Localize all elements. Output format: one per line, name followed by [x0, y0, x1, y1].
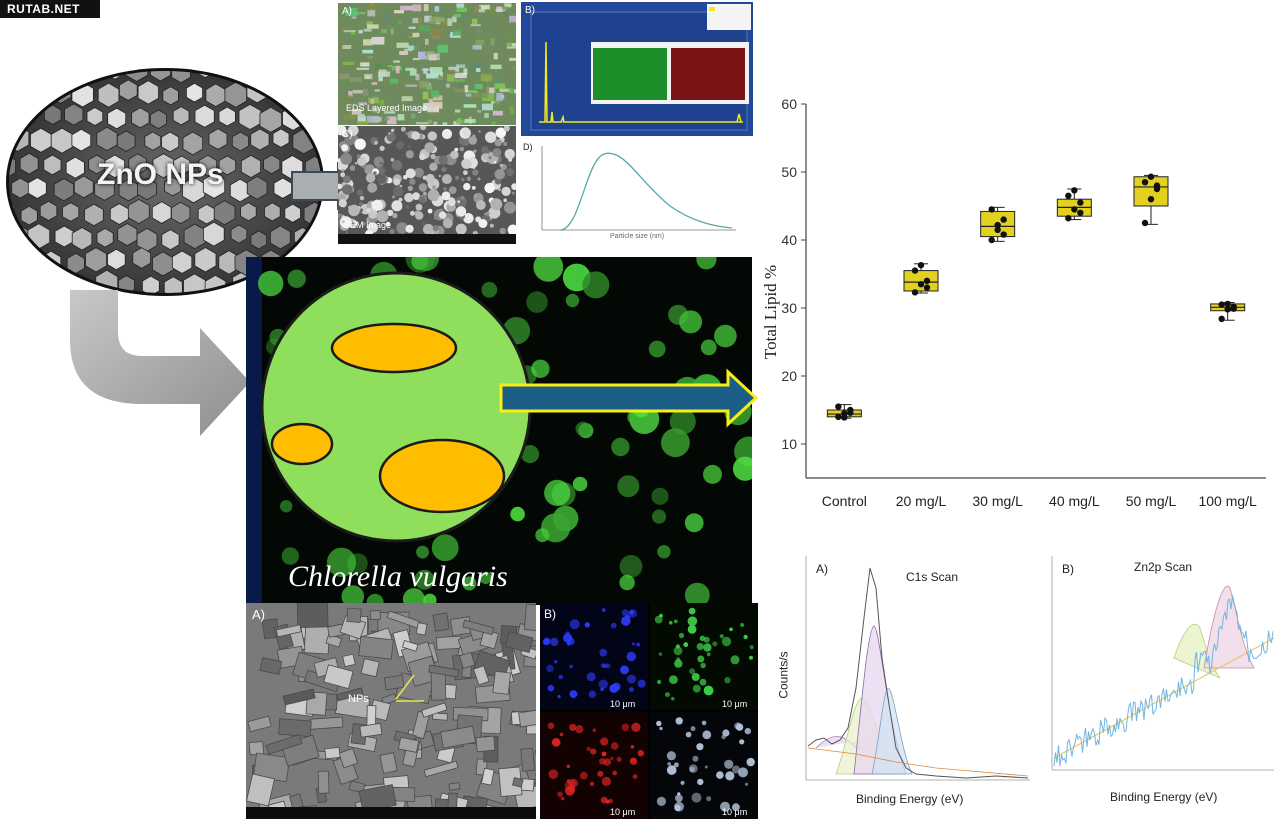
- data-point: [1065, 192, 1072, 199]
- zno-label: ZnO NPs: [97, 158, 224, 191]
- data-point: [1077, 209, 1084, 216]
- zn2p-panel-label: B): [1062, 562, 1074, 576]
- y-tick-label: 50: [781, 164, 797, 180]
- data-point: [923, 284, 931, 291]
- data-point: [1147, 173, 1155, 180]
- c1s-x-axis-label: Binding Energy (eV): [856, 792, 964, 806]
- data-point: [1153, 182, 1161, 189]
- watermark-text: RUTAB.NET: [7, 2, 80, 16]
- zn2p-title: Zn2p Scan: [1134, 560, 1193, 574]
- category-label: Control: [822, 493, 867, 509]
- eds-caption: EDS Layered Image: [346, 103, 428, 113]
- data-point: [1224, 306, 1231, 313]
- data-point: [1230, 305, 1237, 312]
- lipid-droplet: [330, 322, 458, 374]
- c1s-panel-label: A): [816, 562, 828, 576]
- nps-label: NPs: [348, 693, 369, 705]
- data-point: [917, 281, 925, 288]
- eds-spectrum-panel-label: B): [525, 5, 535, 16]
- data-point: [917, 261, 925, 269]
- data-point: [994, 221, 1001, 229]
- confocal-panel: B) 10 μm 10 μm 10 μm 10 μm: [540, 603, 758, 819]
- y-tick-label: 40: [781, 232, 797, 248]
- scale-bar-label: 10 μm: [610, 807, 636, 817]
- data-point: [1000, 231, 1007, 238]
- species-label: Chlorella vulgaris: [288, 560, 508, 593]
- data-point: [1147, 196, 1155, 203]
- data-point: [835, 403, 842, 410]
- eds-layered-image: A) EDS Layered Image: [338, 3, 516, 125]
- confocal-panel-label: B): [544, 607, 556, 621]
- sem-bottom-panel-label: A): [252, 607, 265, 622]
- data-point: [911, 267, 919, 274]
- arrow-to-chart-icon: [499, 368, 759, 428]
- data-point: [1071, 206, 1078, 213]
- zno-nanoparticle-image: ZnO NPs: [4, 66, 326, 298]
- c1s-y-axis-label: Counts/s: [776, 651, 791, 699]
- data-point: [1141, 219, 1149, 227]
- data-point: [1077, 199, 1084, 206]
- lipid-droplet: [378, 438, 506, 514]
- data-point: [988, 236, 995, 244]
- scale-bar-label: 10 μm: [610, 699, 636, 709]
- sem-image-panel: C) SEM Image: [338, 126, 516, 244]
- category-label: 50 mg/L: [1126, 493, 1177, 509]
- lipid-boxplot-chart: 10 20 30 40 50 60 Control 20 mg/L 30 mg/L 40 mg/…: [761, 96, 1266, 509]
- particle-size-panel: D) Particle size (nm): [520, 140, 742, 246]
- eds-spectrum-panel: B): [521, 2, 753, 136]
- category-label: 100 mg/L: [1198, 493, 1257, 509]
- data-point: [1065, 215, 1072, 222]
- category-label: 30 mg/L: [972, 493, 1023, 509]
- data-point: [1071, 187, 1078, 194]
- zn2p-x-axis-label: Binding Energy (eV): [1110, 790, 1218, 804]
- y-tick-label: 20: [781, 368, 797, 384]
- data-point: [1141, 179, 1149, 186]
- y-tick-label: 30: [781, 300, 797, 316]
- data-point: [835, 413, 842, 420]
- y-tick-label: 10: [781, 436, 797, 452]
- data-point: [847, 409, 854, 416]
- particle-size-xlabel: Particle size (nm): [610, 233, 665, 240]
- xps-c1s-panel: A) C1s Scan Counts/s Binding Energy (eV): [776, 548, 1032, 810]
- data-point: [988, 206, 995, 213]
- sem-nanoparticle-panel: A) NPs: [246, 603, 536, 819]
- data-point: [994, 226, 1001, 233]
- sem-panel-label: C): [342, 129, 353, 140]
- chart-y-axis-label: Total Lipid %: [761, 265, 780, 359]
- y-tick-label: 60: [781, 96, 797, 112]
- data-point: [1218, 315, 1225, 323]
- sem-caption: SEM Image: [344, 220, 392, 230]
- category-label: 20 mg/L: [896, 493, 947, 509]
- scale-bar-label: 10 μm: [722, 699, 748, 709]
- xps-zn2p-panel: B) Zn2p Scan Binding Energy (eV): [1034, 548, 1278, 810]
- elbow-arrow-icon: [70, 290, 250, 436]
- data-point: [1224, 300, 1231, 308]
- c1s-title: C1s Scan: [906, 570, 959, 584]
- data-point: [1218, 301, 1225, 308]
- scale-bar-label: 10 μm: [722, 807, 748, 817]
- lipid-droplet: [270, 422, 334, 466]
- category-label: 40 mg/L: [1049, 493, 1100, 509]
- data-point: [911, 289, 919, 296]
- data-point: [923, 277, 931, 284]
- data-point: [841, 414, 848, 421]
- particle-size-panel-label: D): [523, 142, 533, 152]
- data-point: [1000, 216, 1007, 223]
- algae-cell-diagram: [260, 271, 532, 543]
- watermark-badge: RUTAB.NET: [0, 0, 100, 18]
- eds-panel-label: A): [342, 6, 352, 17]
- box-1: [903, 270, 939, 292]
